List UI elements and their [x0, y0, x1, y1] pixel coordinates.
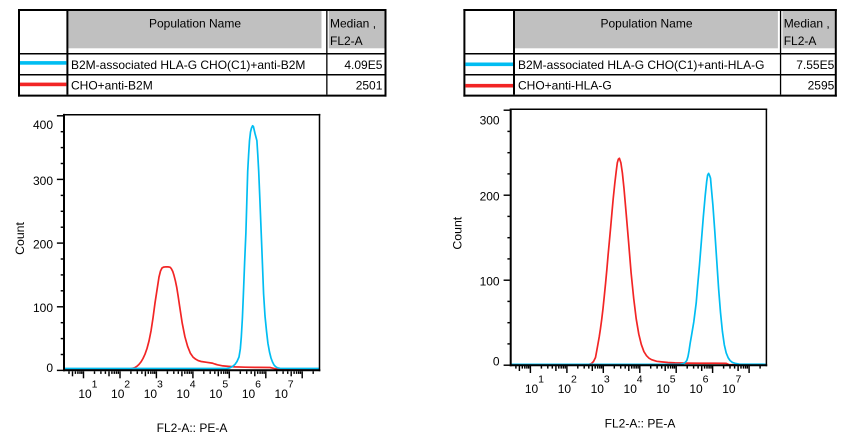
svg-text:3: 3 [157, 378, 163, 390]
svg-text:5: 5 [222, 378, 228, 390]
svg-text:10: 10 [558, 382, 572, 396]
svg-text:10: 10 [591, 382, 605, 396]
svg-text:10: 10 [209, 387, 223, 401]
svg-text:Population Name: Population Name [600, 17, 692, 31]
svg-text:2595: 2595 [808, 78, 835, 92]
svg-text:6: 6 [703, 373, 709, 385]
svg-text:CHO+anti-HLA-G: CHO+anti-HLA-G [518, 78, 612, 92]
svg-text:Count: Count [451, 216, 465, 249]
svg-text:0: 0 [493, 355, 500, 369]
svg-text:400: 400 [33, 118, 53, 132]
svg-text:2501: 2501 [356, 78, 383, 92]
svg-text:4.09E5: 4.09E5 [344, 58, 382, 72]
svg-text:3: 3 [604, 373, 610, 385]
svg-text:FL2-A: FL2-A [330, 34, 363, 48]
svg-text:1: 1 [538, 373, 544, 385]
svg-text:10: 10 [275, 387, 289, 401]
svg-text:10: 10 [689, 382, 703, 396]
svg-text:Median ,: Median , [330, 17, 376, 31]
svg-text:200: 200 [33, 237, 53, 251]
svg-text:7: 7 [736, 373, 742, 385]
svg-text:10: 10 [144, 387, 158, 401]
svg-text:10: 10 [242, 387, 256, 401]
svg-text:FL2-A: FL2-A [784, 34, 817, 48]
svg-text:300: 300 [480, 114, 500, 128]
svg-text:10: 10 [525, 382, 539, 396]
svg-text:FL2-A:: PE-A: FL2-A:: PE-A [605, 416, 676, 430]
svg-text:B2M-associated HLA-G CHO(C1)+a: B2M-associated HLA-G CHO(C1)+anti-B2M [71, 58, 305, 72]
svg-text:Population Name: Population Name [149, 17, 241, 31]
svg-text:2: 2 [124, 378, 130, 390]
svg-text:10: 10 [78, 387, 92, 401]
svg-text:100: 100 [480, 275, 500, 289]
svg-text:Count: Count [13, 222, 27, 255]
svg-text:CHO+anti-B2M: CHO+anti-B2M [71, 78, 153, 92]
svg-text:1: 1 [92, 378, 98, 390]
svg-text:10: 10 [624, 382, 638, 396]
svg-text:100: 100 [33, 301, 53, 315]
svg-text:6: 6 [255, 378, 261, 390]
svg-text:2: 2 [571, 373, 577, 385]
svg-text:4: 4 [190, 378, 196, 390]
svg-text:300: 300 [33, 174, 53, 188]
svg-text:10: 10 [176, 387, 190, 401]
svg-text:10: 10 [111, 387, 125, 401]
svg-text:7.55E5: 7.55E5 [796, 58, 834, 72]
svg-text:B2M-associated HLA-G CHO(C1)+a: B2M-associated HLA-G CHO(C1)+anti-HLA-G [518, 58, 764, 72]
svg-text:0: 0 [46, 361, 53, 375]
svg-text:7: 7 [288, 378, 294, 390]
svg-text:200: 200 [480, 190, 500, 204]
svg-text:Median ,: Median , [784, 17, 830, 31]
svg-text:5: 5 [670, 373, 676, 385]
svg-text:10: 10 [656, 382, 670, 396]
svg-text:10: 10 [722, 382, 736, 396]
svg-text:4: 4 [637, 373, 643, 385]
svg-text:FL2-A:: PE-A: FL2-A:: PE-A [157, 421, 228, 435]
